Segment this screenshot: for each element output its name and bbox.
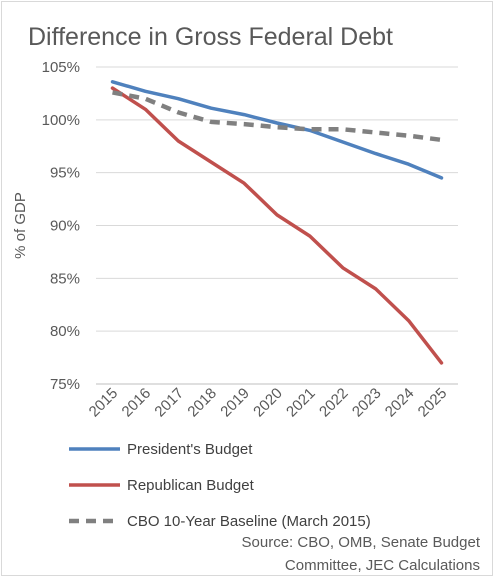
x-axis-tick-labels: 2015201620172018201920202021202220232024…	[86, 385, 451, 421]
y-axis-label: % of GDP	[12, 192, 29, 259]
x-tick-label: 2017	[151, 385, 187, 421]
series-line	[113, 92, 442, 139]
x-tick-label: 2015	[86, 385, 122, 421]
y-tick-label: 105%	[42, 59, 80, 76]
x-tick-label: 2025	[415, 385, 451, 421]
series-lines	[112, 82, 441, 363]
gridlines	[96, 67, 458, 331]
y-tick-label: 100%	[42, 112, 80, 129]
y-tick-label: 80%	[50, 323, 80, 340]
y-tick-label: 75%	[50, 376, 80, 393]
chart-title: Difference in Gross Federal Debt	[28, 23, 393, 51]
x-tick-label: 2016	[119, 385, 155, 421]
series-line	[113, 82, 442, 178]
y-tick-label: 95%	[50, 165, 80, 182]
y-tick-label: 85%	[50, 270, 80, 287]
x-tick-label: 2021	[283, 385, 319, 421]
x-tick-label: 2018	[184, 385, 220, 421]
x-tick-label: 2020	[250, 385, 286, 421]
source-line-2: Committee, JEC Calculations	[285, 557, 480, 574]
y-tick-label: 90%	[50, 218, 80, 235]
legend-label: CBO 10-Year Baseline (March 2015)	[127, 513, 371, 530]
legend-label: President's Budget	[127, 441, 253, 458]
x-tick-label: 2023	[349, 385, 385, 421]
x-tick-label: 2019	[217, 385, 253, 421]
y-axis-tick-labels: 75% 80% 85% 90% 95% 100% 105%	[42, 59, 80, 393]
legend-label: Republican Budget	[127, 477, 255, 494]
legend: President's Budget Republican Budget CBO 1…	[69, 441, 371, 530]
source-line-1: Source: CBO, OMB, Senate Budget	[242, 534, 481, 551]
x-tick-label: 2024	[382, 385, 418, 421]
x-tick-label: 2022	[316, 385, 352, 421]
